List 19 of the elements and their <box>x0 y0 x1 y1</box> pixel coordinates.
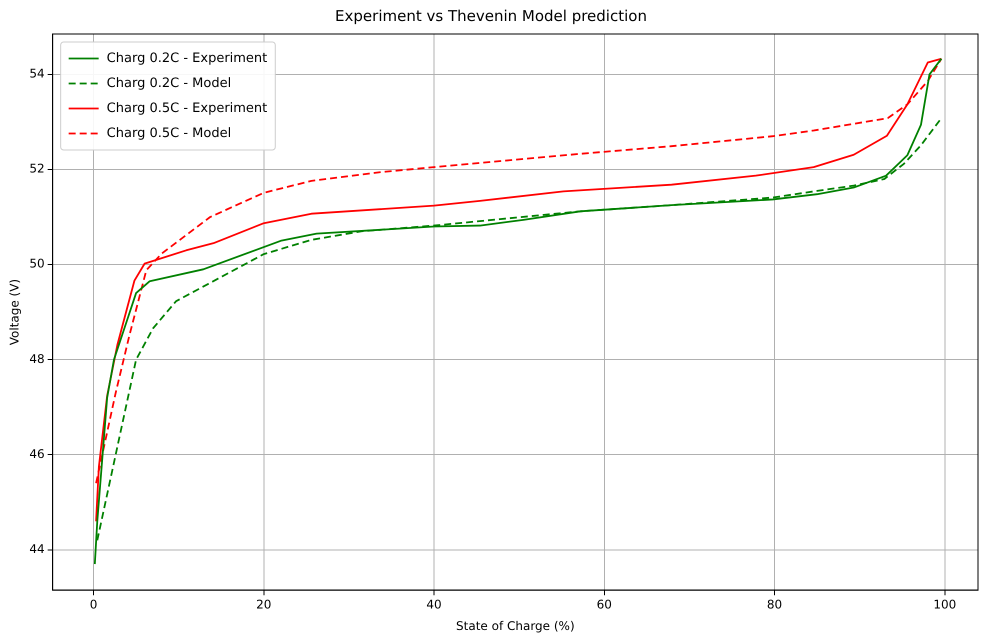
x-tick-label: 0 <box>90 598 98 612</box>
x-tick-label: 100 <box>933 598 956 612</box>
legend-label: Charg 0.2C - Model <box>106 76 232 91</box>
x-tick-label: 20 <box>256 598 272 612</box>
legend-label: Charg 0.2C - Experiment <box>106 50 268 66</box>
x-axis-title: State of Charge (%) <box>456 618 575 633</box>
x-tick-label: 80 <box>766 598 782 612</box>
y-tick-label: 50 <box>29 256 45 271</box>
y-tick-label: 46 <box>29 446 45 461</box>
x-tick-label: 40 <box>426 598 442 612</box>
chart-title: Experiment vs Thevenin Model prediction <box>335 6 647 25</box>
y-tick-label: 44 <box>29 542 45 556</box>
legend-label: Charg 0.5C - Model <box>106 126 232 141</box>
y-tick-label: 48 <box>29 352 45 366</box>
y-tick-label: 54 <box>29 66 45 81</box>
y-axis-title: Voltage (V) <box>7 278 22 346</box>
legend-label: Charg 0.5C - Experiment <box>106 100 268 116</box>
x-tick-label: 60 <box>596 598 612 612</box>
y-tick-label: 52 <box>29 162 45 176</box>
